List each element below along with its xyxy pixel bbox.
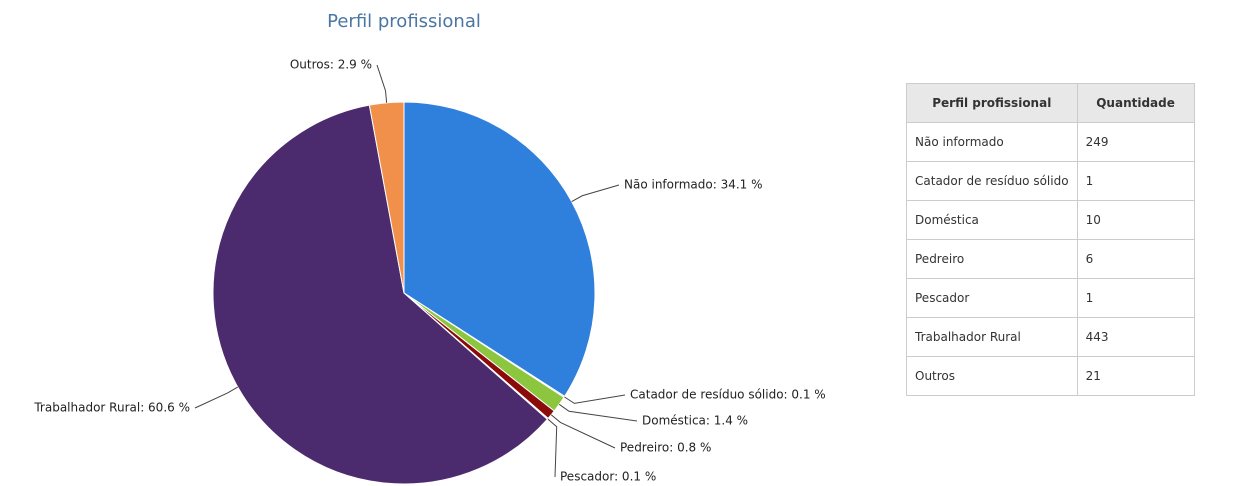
slice-label: Não informado: 34.1 %: [624, 178, 763, 192]
table-cell: Trabalhador Rural: [906, 317, 1078, 357]
table-row: Outros 21: [906, 356, 1195, 396]
leader-line: [550, 414, 616, 449]
slice-label: Catador de resíduo sólido: 0.1 %: [630, 388, 826, 402]
table-row: Doméstica 10: [906, 200, 1195, 240]
chart-title: Perfil profissional: [327, 11, 481, 32]
header-cell: Perfil profissional: [906, 83, 1078, 123]
table-cell: 1: [1076, 161, 1195, 201]
table-cell: 1: [1076, 278, 1195, 318]
table-cell: Catador de resíduo sólido: [906, 161, 1078, 201]
table-cell: 443: [1076, 317, 1195, 357]
leader-line: [571, 184, 620, 202]
leader-line: [547, 418, 558, 478]
data-table: Perfil profissional Quantidade Não infor…: [906, 83, 1195, 396]
slice-label: Pescador: 0.1 %: [560, 470, 656, 484]
table-cell: 21: [1076, 356, 1195, 396]
table-cell: Pescador: [906, 278, 1078, 318]
slice-label: Trabalhador Rural: 60.6 %: [33, 401, 190, 415]
table-row: Não informado 249: [906, 122, 1195, 162]
pie-slice: [403, 101, 596, 398]
table-row: Trabalhador Rural 443: [906, 317, 1195, 357]
table-cell: Pedreiro: [906, 239, 1078, 279]
pie-slice: [212, 104, 548, 485]
table-cell: 249: [1076, 122, 1195, 162]
table-row: Pescador 1: [906, 278, 1195, 318]
slice-label: Pedreiro: 0.8 %: [620, 441, 711, 455]
table-cell: Doméstica: [906, 200, 1078, 240]
leader-line: [376, 64, 388, 103]
table-header: Perfil profissional Quantidade: [906, 83, 1195, 123]
leader-line: [558, 403, 638, 422]
table-row: Pedreiro 6: [906, 239, 1195, 279]
leader-line: [194, 386, 239, 409]
chart: Perfil profissional Não informado: 34.1 …: [33, 11, 826, 485]
slice-label: Doméstica: 1.4 %: [642, 414, 748, 428]
table-cell: Outros: [906, 356, 1078, 396]
table-cell: 10: [1076, 200, 1195, 240]
slice-label: Outros: 2.9 %: [290, 58, 372, 72]
leader-line: [564, 394, 626, 404]
table-cell: Não informado: [906, 122, 1078, 162]
table-cell: 6: [1076, 239, 1195, 279]
pie-slice: [368, 101, 405, 294]
table-row: Catador de resíduo sólido 1: [906, 161, 1195, 201]
header-cell: Quantidade: [1076, 83, 1195, 123]
